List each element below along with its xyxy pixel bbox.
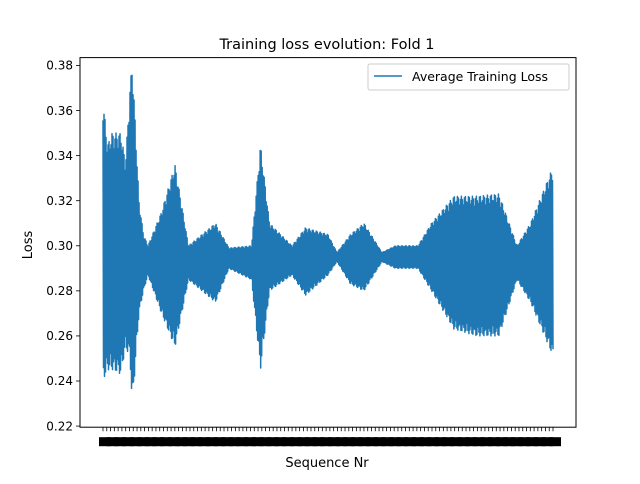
x-tick-label xyxy=(343,437,356,447)
x-tick-label xyxy=(182,437,195,447)
x-tick-label xyxy=(114,437,127,447)
x-tick-label xyxy=(449,437,462,447)
x-tick-label xyxy=(289,437,302,447)
x-tick-label xyxy=(335,437,348,447)
x-tick-label xyxy=(213,437,226,447)
x-tick-label xyxy=(190,437,203,447)
x-axis-label: Sequence Nr xyxy=(285,456,369,471)
x-tick-label xyxy=(144,437,157,447)
y-tick-label: 0.22 xyxy=(46,419,73,433)
x-tick-label xyxy=(533,437,546,447)
x-tick-label xyxy=(350,437,363,447)
x-tick-label xyxy=(266,437,279,447)
x-tick-label xyxy=(487,437,500,447)
x-tick-label xyxy=(549,437,561,447)
y-tick-label: 0.24 xyxy=(46,374,73,388)
x-tick-label xyxy=(442,437,455,447)
x-tick-label xyxy=(251,437,264,447)
x-tick-label xyxy=(388,437,401,447)
y-tick-label: 0.26 xyxy=(46,329,73,343)
x-tick-label xyxy=(152,437,165,447)
x-tick-label xyxy=(297,437,310,447)
chart-title: Training loss evolution: Fold 1 xyxy=(218,37,434,53)
x-tick-label xyxy=(381,437,394,447)
x-tick-label xyxy=(312,437,325,447)
x-tick-label xyxy=(236,437,249,447)
x-tick-label xyxy=(365,437,378,447)
x-tick-label xyxy=(106,437,119,447)
x-tick-label xyxy=(320,437,333,447)
legend-box xyxy=(367,63,570,91)
x-tick-label xyxy=(434,437,447,447)
x-tick-label xyxy=(160,437,173,447)
x-tick-label xyxy=(404,437,417,447)
x-tick-label xyxy=(304,437,317,447)
y-axis-label: Loss xyxy=(21,231,36,260)
x-tick-label xyxy=(358,437,371,447)
x-tick-label xyxy=(503,437,516,447)
y-axis-ticks: 0.22 0.24 0.26 0.28 0.30 0.32 0.34 0.36 0.38 xyxy=(46,59,80,433)
x-tick-label xyxy=(228,437,241,447)
x-tick-label xyxy=(243,437,256,447)
x-tick-label xyxy=(327,437,340,447)
y-tick-label: 0.32 xyxy=(46,194,73,208)
x-tick-label xyxy=(373,437,386,447)
y-tick-label: 0.28 xyxy=(46,284,73,298)
y-tick-label: 0.38 xyxy=(46,59,73,73)
x-tick-label xyxy=(274,437,287,447)
x-tick-label xyxy=(198,437,211,447)
x-tick-label xyxy=(121,437,134,447)
plot-frame xyxy=(79,57,577,428)
legend: Average Training Loss xyxy=(367,63,570,91)
x-tick-label xyxy=(495,437,508,447)
y-tick-label: 0.30 xyxy=(46,239,73,253)
x-tick-label xyxy=(175,437,188,447)
x-tick-label xyxy=(426,437,439,447)
x-tick-label xyxy=(137,437,150,447)
x-tick-label xyxy=(259,437,272,447)
x-tick-label xyxy=(510,437,523,447)
x-tick-label xyxy=(526,437,539,447)
x-tick-label xyxy=(541,437,554,447)
x-tick-label xyxy=(419,437,432,447)
x-tick-label xyxy=(282,437,295,447)
x-tick-label xyxy=(457,437,470,447)
x-tick-label xyxy=(205,437,218,447)
x-axis-ticks xyxy=(99,427,561,447)
y-tick-label: 0.36 xyxy=(46,104,73,118)
x-tick-label xyxy=(129,437,142,447)
series-layer xyxy=(102,74,554,390)
x-tick-label xyxy=(480,437,493,447)
x-tick-label xyxy=(465,437,478,447)
x-tick-label xyxy=(411,437,424,447)
series-line-average-training-loss xyxy=(102,74,554,390)
x-tick-label xyxy=(472,437,485,447)
legend-label: Average Training Loss xyxy=(412,69,548,84)
y-tick-label: 0.34 xyxy=(46,149,73,163)
x-tick-label xyxy=(221,437,234,447)
x-tick-label xyxy=(167,437,180,447)
x-tick-label xyxy=(99,437,111,447)
x-tick-label xyxy=(396,437,409,447)
x-tick-label xyxy=(518,437,531,447)
